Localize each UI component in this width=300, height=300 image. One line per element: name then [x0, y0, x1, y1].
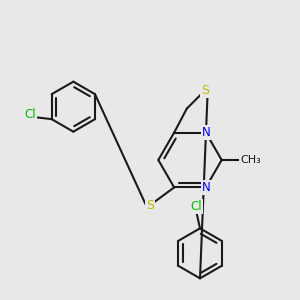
- Text: S: S: [146, 199, 154, 212]
- Text: Cl: Cl: [25, 108, 36, 121]
- Text: Cl: Cl: [191, 200, 203, 213]
- Text: N: N: [202, 126, 210, 139]
- Text: N: N: [202, 181, 210, 194]
- Text: S: S: [201, 84, 209, 97]
- Text: CH₃: CH₃: [240, 155, 261, 165]
